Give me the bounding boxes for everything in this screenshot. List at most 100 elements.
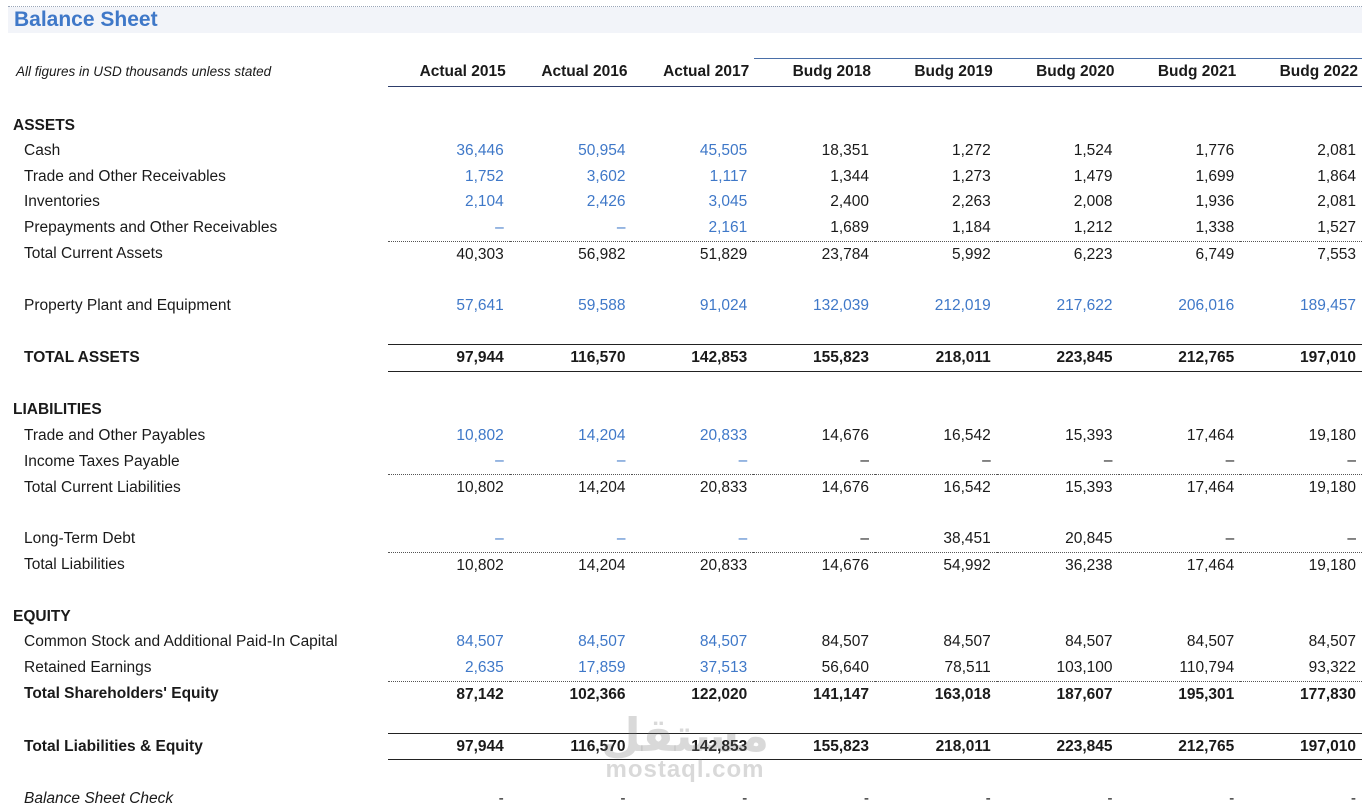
cell-value: 195,301 bbox=[1118, 680, 1241, 708]
balance-sheet-table: All figures in USD thousands unless stat… bbox=[10, 58, 1362, 812]
cell-value: 7,553 bbox=[1240, 240, 1362, 268]
cell-value: 17,859 bbox=[578, 659, 626, 677]
cell-value: 122,020 bbox=[631, 680, 754, 708]
cell-value: 84,507 bbox=[1186, 633, 1235, 651]
cell-value: 84,507 bbox=[699, 633, 748, 651]
header-row: All figures in USD thousands unless stat… bbox=[10, 58, 1362, 87]
title-band: Balance Sheet bbox=[8, 7, 1362, 33]
cell-value: 1,184 bbox=[951, 218, 991, 236]
table-row: Total Liabilities & Equity 97,944 116,570 1… bbox=[10, 732, 1362, 761]
cell-value: 50,954 bbox=[578, 142, 626, 160]
cell-value: 16,542 bbox=[875, 473, 997, 501]
cell-value: – bbox=[495, 218, 504, 236]
cell-value: – bbox=[1103, 452, 1113, 470]
cell-value: 163,018 bbox=[875, 680, 997, 708]
cell-value: 102,366 bbox=[509, 680, 632, 708]
cell-value: – bbox=[860, 452, 869, 470]
cell-value: 20,833 bbox=[631, 551, 754, 579]
cell-value: 3,045 bbox=[708, 193, 748, 211]
cell-value: 97,944 bbox=[388, 343, 510, 372]
cell-value: 10,802 bbox=[388, 473, 510, 501]
cell-value: 1,864 bbox=[1317, 167, 1356, 185]
table-row: Balance Sheet Check - - - - - - - - bbox=[10, 786, 1362, 812]
row-label: Balance Sheet Check bbox=[24, 790, 174, 808]
row-label: Property Plant and Equipment bbox=[24, 296, 231, 314]
cell-value: – bbox=[738, 452, 748, 470]
cell-value: 97,944 bbox=[388, 732, 510, 761]
cell-value: 1,273 bbox=[951, 167, 991, 185]
cell-value: 197,010 bbox=[1240, 732, 1362, 761]
cell-value: 14,676 bbox=[753, 473, 875, 501]
table-row: Total Current Assets 40,303 56,982 51,829 23… bbox=[10, 240, 1362, 268]
cell-value: 23,784 bbox=[753, 240, 875, 268]
cell-value: 15,393 bbox=[996, 473, 1119, 501]
table-row: Total Shareholders' Equity 87,142 102,366 1… bbox=[10, 680, 1362, 708]
section-header: ASSETS bbox=[10, 113, 1362, 139]
cell-value: – bbox=[1225, 452, 1235, 470]
cell-value: 84,507 bbox=[943, 633, 991, 651]
column-header: Actual 2017 bbox=[631, 58, 754, 87]
table-row: Income Taxes Payable – – – – – – – – bbox=[10, 448, 1362, 474]
cell-value: 18,351 bbox=[821, 142, 869, 160]
cell-value: 78,511 bbox=[944, 659, 991, 677]
cell-value: 91,024 bbox=[699, 296, 748, 314]
section-header: LIABILITIES bbox=[10, 397, 1362, 423]
cell-value: 37,513 bbox=[699, 659, 748, 677]
cell-value: 223,845 bbox=[996, 343, 1119, 372]
row-label: Total Current Liabilities bbox=[24, 478, 181, 496]
cell-value: 51,829 bbox=[631, 240, 754, 268]
cell-value: 36,446 bbox=[456, 142, 504, 160]
cell-value: 38,451 bbox=[943, 530, 991, 548]
cell-value: 84,507 bbox=[821, 633, 869, 651]
cell-value: 14,676 bbox=[753, 551, 875, 579]
section-header: EQUITY bbox=[10, 604, 1362, 630]
column-header: Actual 2016 bbox=[509, 58, 632, 87]
units-note: All figures in USD thousands unless stat… bbox=[16, 64, 272, 80]
cell-value: 2,635 bbox=[464, 659, 504, 677]
cell-value: – bbox=[616, 218, 626, 236]
cell-value: 15,393 bbox=[1065, 426, 1113, 444]
section-title: ASSETS bbox=[13, 116, 76, 134]
cell-value: 17,464 bbox=[1118, 473, 1241, 501]
cell-value: 1,479 bbox=[1073, 167, 1113, 185]
cell-value: - bbox=[742, 790, 748, 808]
table-row: Common Stock and Additional Paid-In Capi… bbox=[10, 629, 1362, 655]
table-row: Prepayments and Other Receivables – – 2,161… bbox=[10, 215, 1362, 241]
cell-value: 6,749 bbox=[1118, 240, 1241, 268]
cell-value: 187,607 bbox=[996, 680, 1119, 708]
cell-value: 20,845 bbox=[1065, 530, 1113, 548]
cell-value: 212,765 bbox=[1118, 732, 1241, 761]
row-label: Inventories bbox=[24, 193, 100, 211]
column-header: Budg 2018 bbox=[753, 58, 875, 87]
cell-value: 110,794 bbox=[1179, 659, 1235, 677]
column-header: Actual 2015 bbox=[388, 58, 510, 87]
cell-value: - bbox=[863, 790, 869, 808]
row-label: Trade and Other Payables bbox=[24, 426, 206, 444]
cell-value: 19,180 bbox=[1240, 551, 1362, 579]
cell-value: - bbox=[620, 790, 626, 808]
row-label: Retained Earnings bbox=[24, 659, 152, 677]
cell-value: 6,223 bbox=[996, 240, 1119, 268]
cell-value: 3,602 bbox=[586, 167, 626, 185]
row-label: Income Taxes Payable bbox=[24, 452, 180, 470]
table-row: Total Liabilities 10,802 14,204 20,833 14,67… bbox=[10, 551, 1362, 579]
cell-value: 1,752 bbox=[464, 167, 504, 185]
column-header: Budg 2019 bbox=[875, 58, 997, 87]
cell-value: 1,689 bbox=[830, 218, 869, 236]
row-label: Common Stock and Additional Paid-In Capi… bbox=[24, 633, 338, 651]
cell-value: 87,142 bbox=[388, 680, 510, 708]
cell-value: 141,147 bbox=[753, 680, 875, 708]
cell-value: 10,802 bbox=[388, 551, 510, 579]
row-label: Total Liabilities & Equity bbox=[24, 737, 203, 755]
cell-value: 142,853 bbox=[631, 343, 754, 372]
cell-value: - bbox=[985, 790, 991, 808]
cell-value: 206,016 bbox=[1178, 296, 1235, 314]
row-label: Prepayments and Other Receivables bbox=[24, 219, 278, 237]
cell-value: - bbox=[1107, 790, 1113, 808]
cell-value: 59,588 bbox=[578, 296, 626, 314]
cell-value: 1,117 bbox=[709, 167, 748, 185]
cell-value: 132,039 bbox=[812, 296, 869, 314]
cell-value: 84,507 bbox=[1308, 633, 1356, 651]
row-label: TOTAL ASSETS bbox=[24, 348, 140, 366]
table-row: Trade and Other Receivables 1,752 3,602 1,1… bbox=[10, 164, 1362, 190]
